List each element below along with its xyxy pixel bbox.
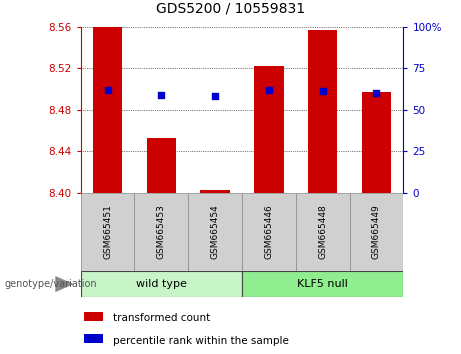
- Bar: [242, 271, 403, 297]
- Point: [319, 88, 326, 94]
- Bar: [84, 334, 103, 343]
- Bar: [308, 30, 337, 193]
- Bar: [254, 66, 284, 193]
- Bar: [135, 193, 188, 271]
- Text: KLF5 null: KLF5 null: [297, 279, 348, 289]
- Text: GSM665446: GSM665446: [265, 205, 273, 259]
- Text: GDS5200 / 10559831: GDS5200 / 10559831: [156, 2, 305, 16]
- Point: [265, 87, 272, 93]
- Point: [158, 92, 165, 98]
- Polygon shape: [55, 276, 74, 292]
- Bar: [147, 138, 176, 193]
- Text: GSM665449: GSM665449: [372, 205, 381, 259]
- Text: GSM665454: GSM665454: [211, 205, 219, 259]
- Bar: [81, 193, 135, 271]
- Point: [104, 87, 111, 93]
- Text: transformed count: transformed count: [113, 313, 210, 323]
- Text: wild type: wild type: [136, 279, 187, 289]
- Text: percentile rank within the sample: percentile rank within the sample: [113, 336, 289, 346]
- Text: GSM665451: GSM665451: [103, 204, 112, 259]
- Bar: [201, 190, 230, 193]
- Bar: [188, 193, 242, 271]
- Text: genotype/variation: genotype/variation: [5, 279, 97, 289]
- Bar: [93, 27, 122, 193]
- Point: [212, 93, 219, 99]
- Text: GSM665453: GSM665453: [157, 204, 166, 259]
- Bar: [81, 271, 242, 297]
- Bar: [242, 193, 296, 271]
- Bar: [296, 193, 349, 271]
- Text: GSM665448: GSM665448: [318, 205, 327, 259]
- Bar: [84, 312, 103, 321]
- Point: [373, 90, 380, 96]
- Bar: [349, 193, 403, 271]
- Bar: [362, 92, 391, 193]
